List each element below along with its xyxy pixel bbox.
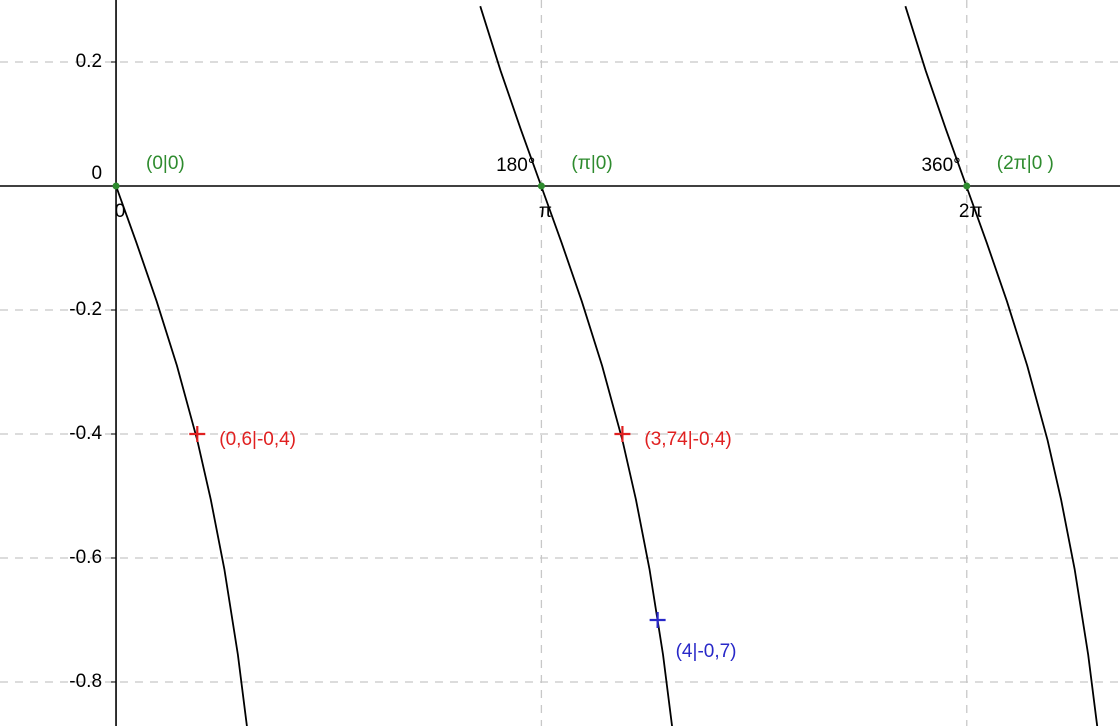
curve [115, 185, 248, 726]
angle-label: 360° [921, 155, 960, 176]
point [112, 182, 120, 190]
y-tick-label: 0.2 [76, 51, 102, 72]
point-label: (0|0) [146, 153, 185, 174]
y-tick-label: -0.2 [69, 299, 102, 320]
point-label: (4|-0,7) [676, 641, 737, 662]
point [189, 425, 206, 442]
x-tick-label: 0 [115, 201, 126, 222]
y-tick-label: 0 [91, 163, 102, 184]
point-label: (0,6|-0,4) [219, 429, 296, 450]
point [614, 425, 631, 442]
y-tick-label: -0.6 [69, 547, 102, 568]
curve [904, 5, 1099, 726]
point [537, 182, 545, 190]
point [649, 611, 666, 628]
y-tick-label: -0.4 [69, 423, 102, 444]
point-label: (π|0) [571, 153, 612, 174]
y-tick-label: -0.8 [69, 671, 102, 692]
point-label: (3,74|-0,4) [644, 429, 731, 450]
angle-label: 180° [496, 155, 535, 176]
curve [479, 5, 673, 726]
point-label: (2π|0 ) [997, 153, 1054, 174]
point [963, 182, 971, 190]
